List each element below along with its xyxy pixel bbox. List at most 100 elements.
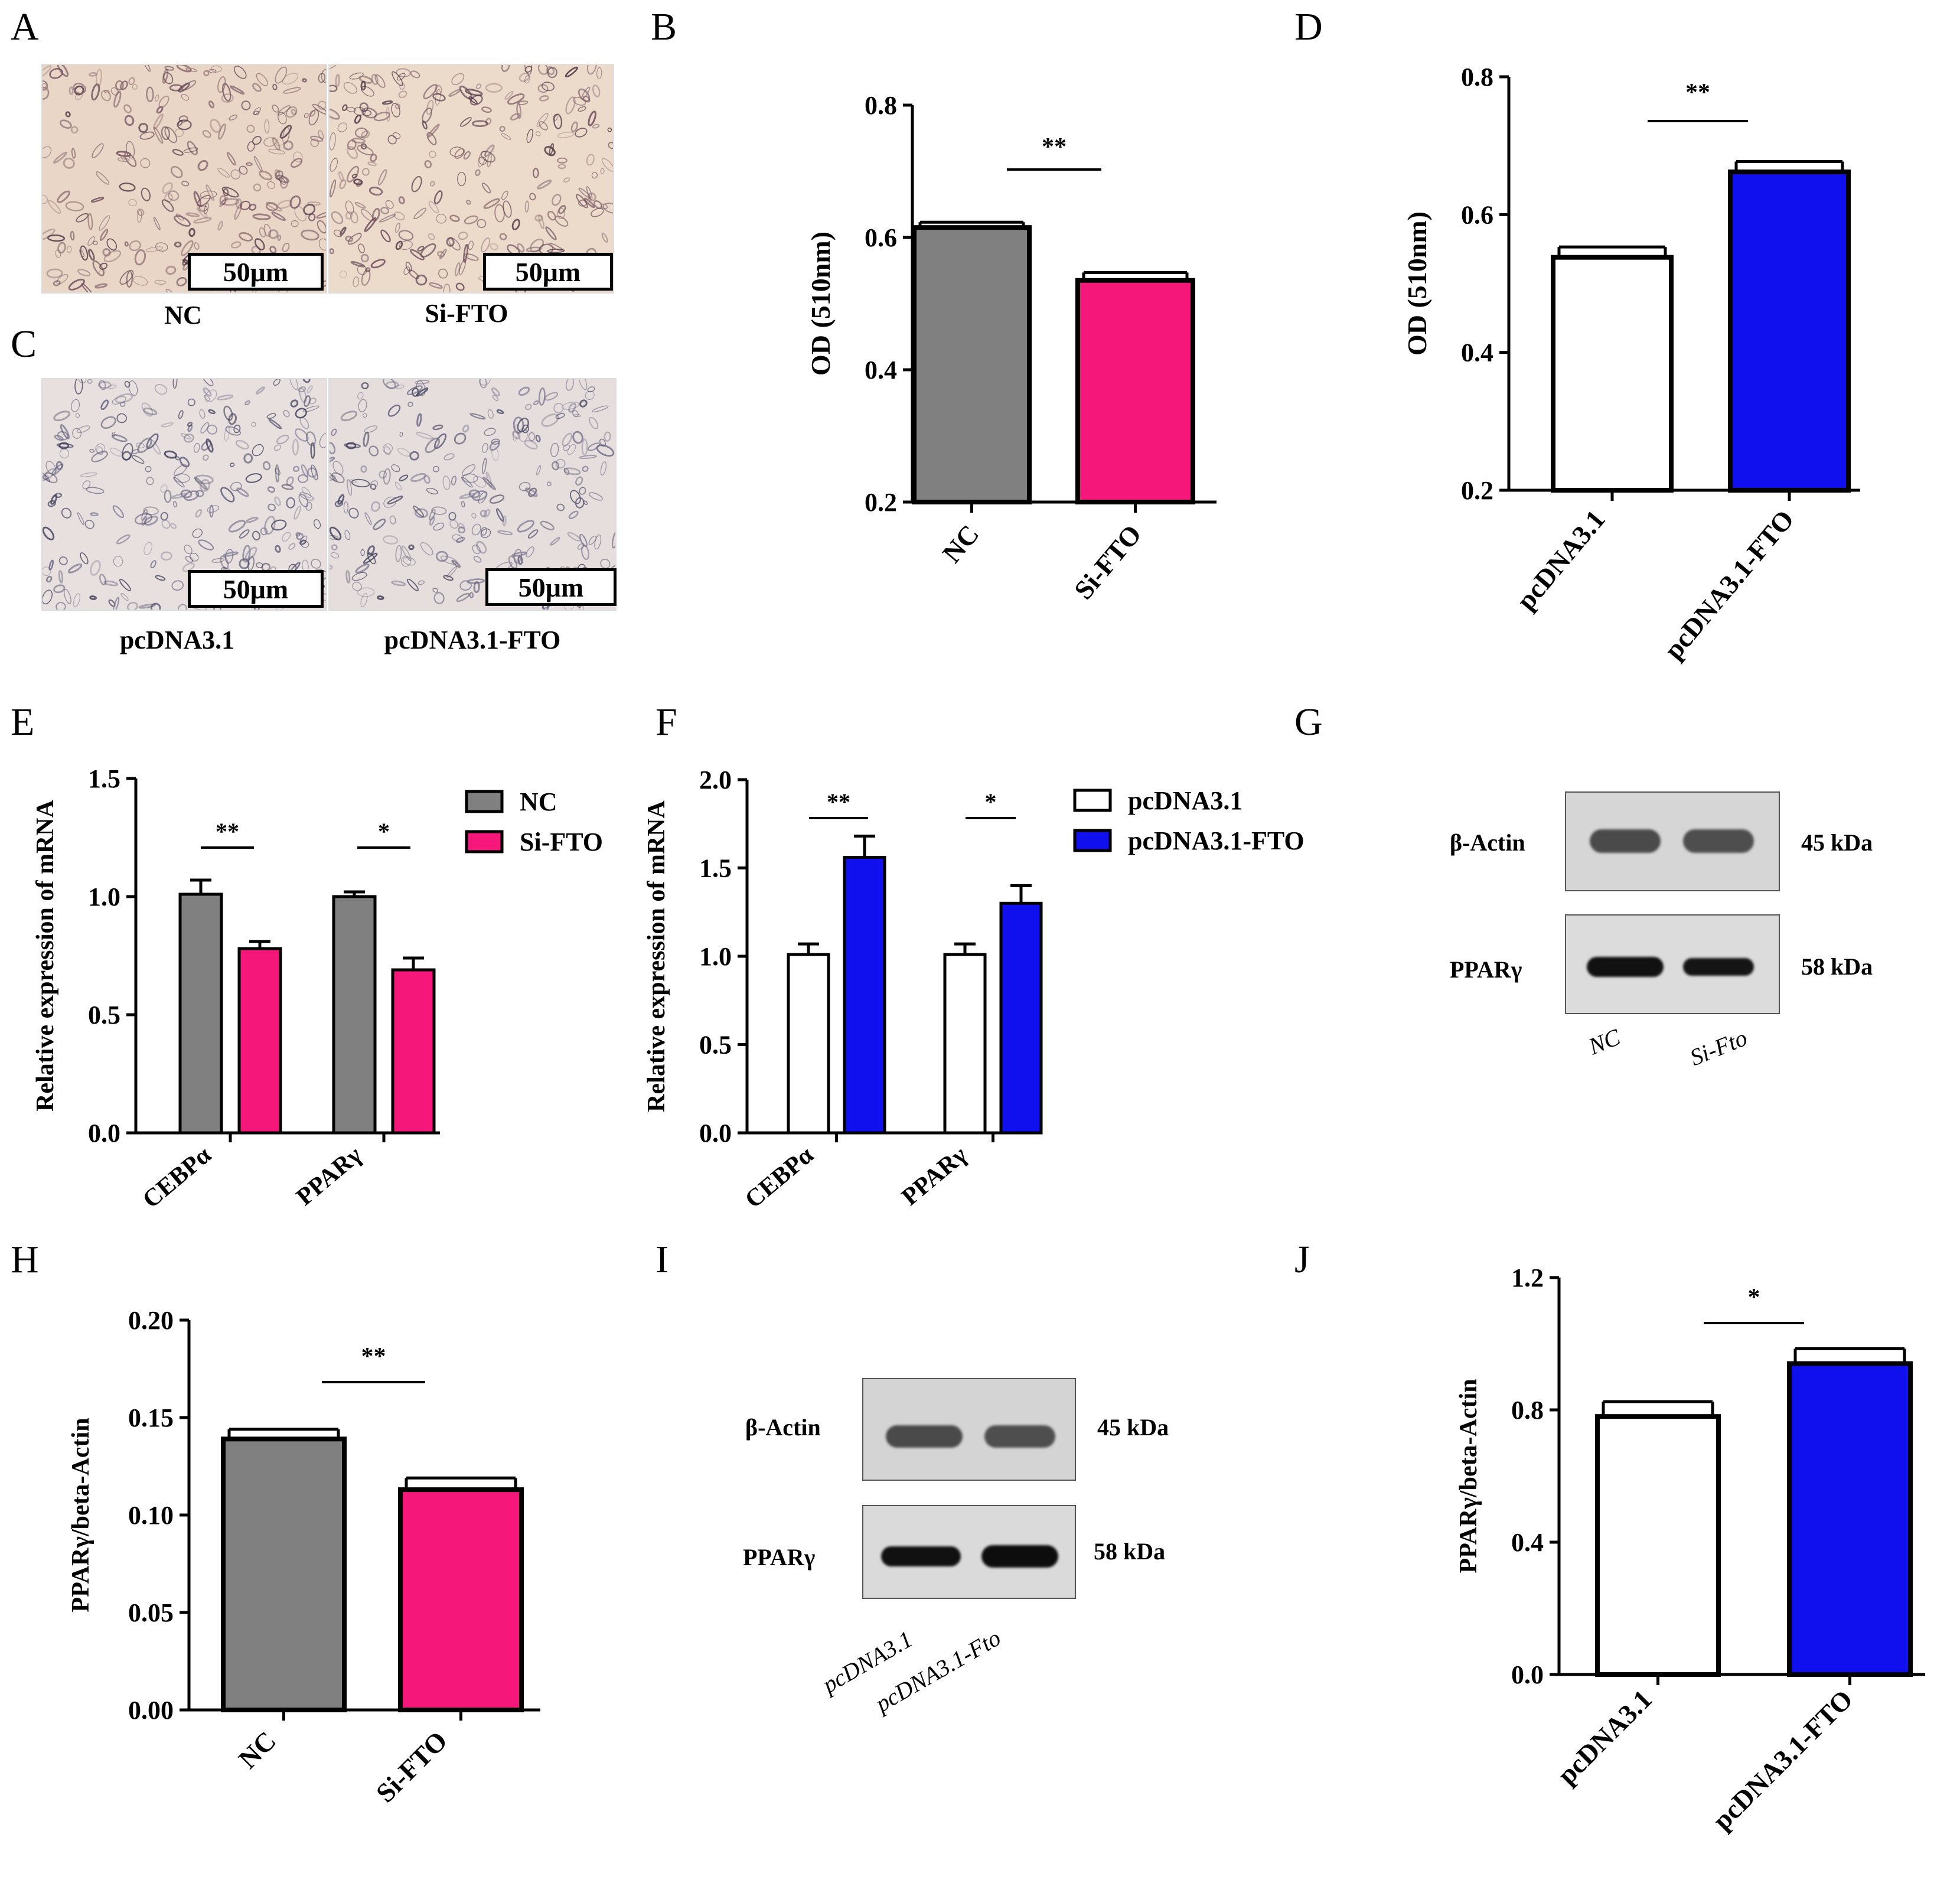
y-tick-label: 0.0 bbox=[699, 1119, 732, 1148]
cell-mark bbox=[517, 100, 529, 105]
cell-mark bbox=[140, 158, 151, 168]
cell-mark bbox=[249, 203, 257, 211]
cell-mark bbox=[174, 215, 191, 227]
cell-mark bbox=[80, 472, 97, 477]
cell-mark bbox=[391, 103, 400, 118]
cell-mark bbox=[180, 433, 192, 440]
cell-mark bbox=[349, 479, 357, 484]
cell-mark bbox=[56, 273, 69, 285]
cell-mark bbox=[367, 545, 375, 556]
cell-mark bbox=[53, 280, 61, 286]
cell-mark bbox=[146, 477, 154, 486]
cell-mark bbox=[145, 465, 152, 473]
cell-mark bbox=[194, 474, 214, 484]
cell-mark bbox=[541, 413, 559, 427]
category-label: PPARγ bbox=[896, 1141, 972, 1211]
cell-mark bbox=[361, 168, 370, 176]
panel-letter-b: B bbox=[651, 5, 677, 48]
y-axis-label: PPARγ/beta-Actin bbox=[1455, 1379, 1482, 1573]
legend-label: pcDNA3.1-FTO bbox=[1128, 826, 1305, 855]
cell-mark bbox=[43, 228, 56, 240]
category-label: CEBPα bbox=[138, 1141, 217, 1214]
cell-mark bbox=[432, 424, 443, 431]
cell-mark bbox=[572, 410, 579, 418]
cell-mark bbox=[239, 558, 250, 569]
panel-letter-h: H bbox=[11, 1238, 39, 1281]
cell-mark bbox=[311, 464, 318, 481]
cell-mark bbox=[173, 500, 177, 508]
cell-mark bbox=[144, 542, 152, 555]
y-tick-label: 0.10 bbox=[128, 1501, 174, 1530]
bar bbox=[1551, 255, 1674, 493]
cell-mark bbox=[199, 409, 206, 419]
cell-mark bbox=[182, 562, 195, 572]
cell-mark bbox=[565, 96, 576, 115]
cell-mark bbox=[71, 148, 76, 159]
cell-mark bbox=[594, 535, 602, 550]
cell-mark bbox=[46, 268, 63, 279]
cell-mark bbox=[433, 433, 447, 449]
cell-mark bbox=[489, 494, 505, 504]
cell-mark bbox=[155, 242, 168, 252]
y-tick-label: 0.4 bbox=[1511, 1528, 1544, 1557]
cell-mark bbox=[357, 587, 375, 597]
cell-mark bbox=[481, 183, 491, 194]
legend-swatch bbox=[1073, 789, 1112, 812]
cell-mark bbox=[443, 575, 454, 581]
cell-mark bbox=[187, 422, 193, 427]
cell-mark bbox=[132, 455, 145, 464]
cell-mark bbox=[426, 132, 437, 145]
cell-mark bbox=[223, 188, 229, 197]
cell-mark bbox=[143, 408, 158, 416]
cell-mark bbox=[262, 461, 271, 471]
cell-mark bbox=[174, 128, 184, 138]
cell-mark bbox=[285, 106, 298, 118]
cell-mark bbox=[276, 200, 293, 209]
cell-mark bbox=[276, 133, 290, 146]
cell-mark bbox=[411, 176, 422, 193]
micrograph-texture bbox=[330, 65, 613, 292]
cell-mark bbox=[342, 104, 348, 111]
cell-mark bbox=[400, 556, 411, 567]
cell-mark bbox=[461, 464, 476, 476]
cell-mark bbox=[579, 533, 588, 548]
cell-mark bbox=[544, 146, 556, 157]
cell-mark bbox=[128, 77, 135, 86]
cell-mark bbox=[364, 512, 372, 526]
cell-mark bbox=[330, 526, 342, 540]
cell-mark bbox=[611, 530, 615, 549]
cell-mark bbox=[491, 438, 500, 445]
cell-mark bbox=[100, 399, 109, 411]
y-tick-label: 1.0 bbox=[88, 882, 120, 911]
cell-mark bbox=[360, 143, 367, 150]
cell-mark bbox=[417, 246, 425, 252]
cell-mark bbox=[92, 143, 104, 158]
cell-mark bbox=[100, 416, 116, 429]
cell-mark bbox=[271, 211, 286, 221]
cell-mark bbox=[524, 74, 530, 84]
y-tick-label: 0.0 bbox=[1511, 1660, 1544, 1689]
cell-mark bbox=[587, 442, 600, 451]
cell-mark bbox=[123, 104, 132, 113]
cell-mark bbox=[184, 434, 194, 443]
cell-mark bbox=[575, 476, 583, 486]
blot-g bbox=[1565, 791, 1780, 891]
cell-mark bbox=[436, 214, 446, 224]
cell-mark bbox=[74, 379, 83, 395]
cell-mark bbox=[399, 240, 413, 250]
cell-mark bbox=[112, 505, 125, 519]
cell-mark bbox=[394, 481, 402, 491]
cell-mark bbox=[370, 483, 377, 490]
y-tick-label: 0.2 bbox=[865, 488, 897, 517]
significance-label: ** bbox=[827, 789, 850, 815]
cell-mark bbox=[593, 200, 603, 209]
cell-mark bbox=[482, 442, 488, 453]
cell-mark bbox=[461, 477, 473, 488]
cell-mark bbox=[47, 200, 61, 214]
cell-mark bbox=[179, 457, 190, 468]
cell-mark bbox=[565, 379, 574, 391]
cell-mark bbox=[203, 70, 210, 76]
cell-mark bbox=[67, 563, 83, 574]
cell-mark bbox=[344, 443, 361, 448]
cell-mark bbox=[292, 465, 300, 473]
